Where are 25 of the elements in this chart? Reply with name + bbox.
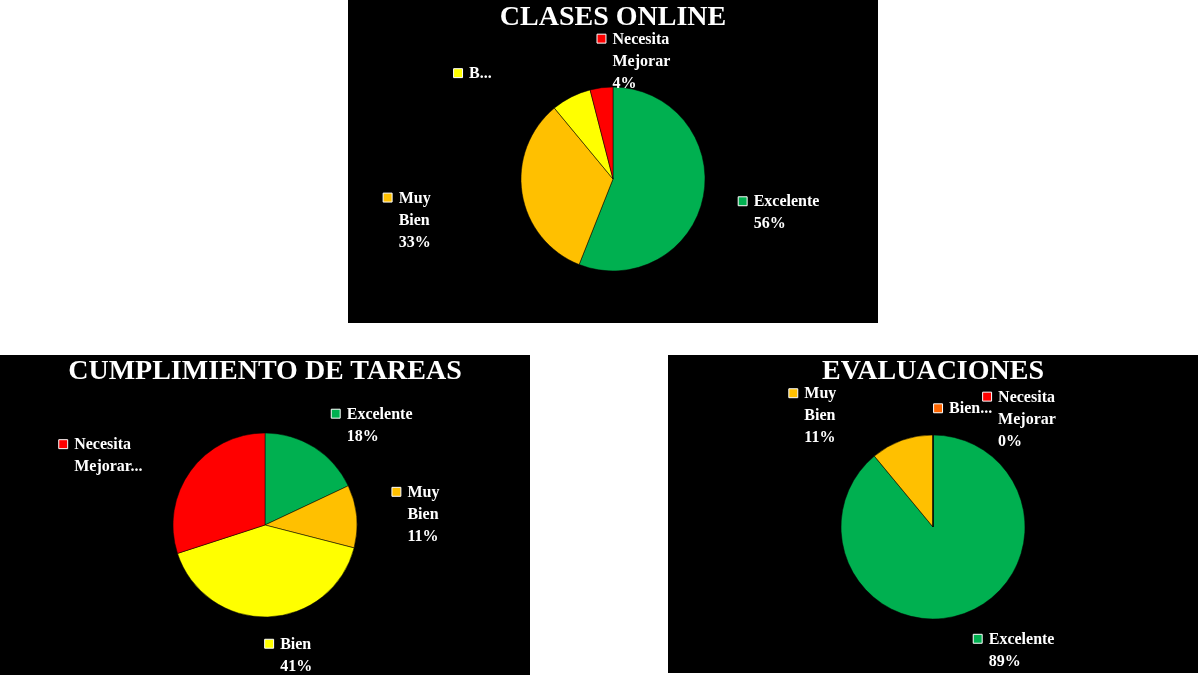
legend-label: Excelente: [988, 629, 1055, 647]
text: 0%: [998, 431, 1023, 449]
pie-slice: [840, 434, 1026, 620]
data-label: 4%: [612, 73, 637, 91]
legend-label: Bien...: [949, 399, 993, 417]
data-label: 11%: [804, 428, 836, 446]
data-label: 33%: [398, 232, 431, 250]
legend-label: Excelente: [753, 192, 820, 210]
legend-label: Muy Bien: [407, 482, 440, 522]
chart-title: CUMPLIMIENTO DE TAREAS: [68, 354, 462, 385]
legend-label: Necesita Mejorar...: [74, 435, 143, 476]
data-label: 56%: [753, 214, 786, 232]
data-label: 18%: [346, 426, 379, 444]
data-label: 89%: [988, 651, 1021, 669]
legend-label: B...: [469, 64, 492, 82]
chart-title: CLASES ONLINE: [499, 0, 727, 31]
legend-label: Muy Bien: [804, 384, 837, 424]
data-label: 41%: [280, 656, 313, 674]
legend-label: Necesita Mejorar: [612, 29, 671, 70]
legend-label: Bien: [280, 634, 312, 652]
legend-label: Excelente: [346, 404, 413, 422]
data-label: 11%: [407, 526, 439, 544]
legend-label: Muy Bien: [398, 188, 431, 228]
legend-label: Necesita Mejorar: [998, 387, 1056, 428]
chart-title: EVALUACIONES: [822, 354, 1044, 386]
